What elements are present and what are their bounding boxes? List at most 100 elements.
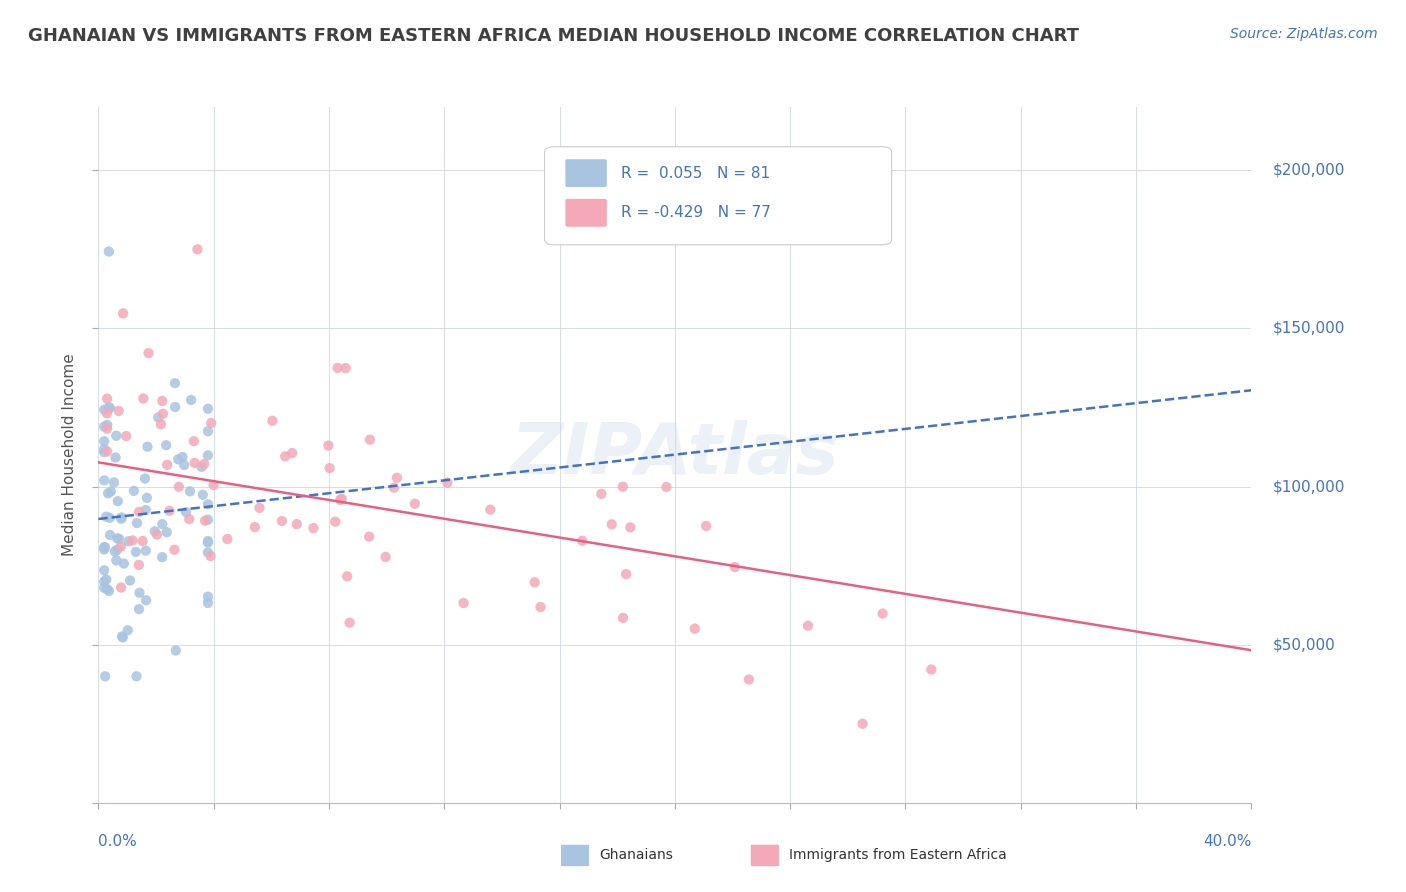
Point <box>738 673 761 687</box>
Point <box>96 406 118 420</box>
Point <box>122 483 145 498</box>
Point <box>243 520 266 534</box>
Point <box>97 486 120 500</box>
Point <box>683 622 706 636</box>
Point <box>193 457 215 471</box>
Point <box>159 504 181 518</box>
Point <box>149 417 172 432</box>
Point <box>148 410 170 425</box>
Point <box>359 530 381 544</box>
Point <box>100 484 122 499</box>
Text: 0.0%: 0.0% <box>98 834 138 849</box>
Point <box>163 542 186 557</box>
Point <box>150 393 173 408</box>
Point <box>179 512 201 526</box>
Point <box>93 402 115 417</box>
Point <box>274 450 297 464</box>
Point <box>217 532 239 546</box>
Point <box>150 550 173 565</box>
Point <box>150 517 173 532</box>
Point <box>118 574 141 588</box>
Point <box>330 491 353 506</box>
Text: Ghanaians: Ghanaians <box>599 848 673 863</box>
Point <box>111 629 134 643</box>
Point <box>156 458 179 472</box>
Point <box>404 497 426 511</box>
Point <box>382 481 405 495</box>
Point <box>323 515 346 529</box>
Point <box>612 611 634 625</box>
Point <box>655 480 678 494</box>
Point <box>197 596 219 610</box>
Point <box>97 244 120 259</box>
Point <box>94 669 117 683</box>
Point <box>872 607 894 621</box>
Point <box>197 545 219 559</box>
Point <box>128 505 150 519</box>
Point <box>281 446 304 460</box>
Point <box>197 448 219 462</box>
Point <box>318 439 340 453</box>
Point <box>163 376 186 391</box>
Point <box>128 585 150 599</box>
Point <box>96 582 118 597</box>
Text: ZIPAtlas: ZIPAtlas <box>510 420 839 490</box>
Text: $100,000: $100,000 <box>1272 479 1344 494</box>
Point <box>302 521 325 535</box>
Point <box>98 401 121 415</box>
Y-axis label: Median Household Income: Median Household Income <box>62 353 77 557</box>
Point <box>173 458 195 472</box>
Point <box>385 471 408 485</box>
Text: R =  0.055   N = 81: R = 0.055 N = 81 <box>620 166 770 181</box>
Point <box>108 532 131 546</box>
Point <box>93 581 115 595</box>
Point <box>93 419 115 434</box>
Point <box>105 429 128 443</box>
Point <box>167 452 190 467</box>
Point <box>174 505 197 519</box>
Point <box>249 500 271 515</box>
Point <box>115 429 138 443</box>
Point <box>155 438 177 452</box>
Point <box>797 618 820 632</box>
Point <box>197 534 219 549</box>
Point <box>134 471 156 485</box>
Point <box>121 533 143 548</box>
Text: GHANAIAN VS IMMIGRANTS FROM EASTERN AFRICA MEDIAN HOUSEHOLD INCOME CORRELATION C: GHANAIAN VS IMMIGRANTS FROM EASTERN AFRI… <box>28 27 1080 45</box>
Point <box>191 488 214 502</box>
Point <box>117 534 139 549</box>
Point <box>326 360 349 375</box>
Point <box>125 516 148 530</box>
Point <box>197 401 219 416</box>
Point <box>172 450 194 464</box>
Point <box>125 545 148 559</box>
Point <box>96 421 118 435</box>
Point <box>93 542 115 557</box>
Point <box>96 573 118 587</box>
Point <box>329 492 352 507</box>
FancyBboxPatch shape <box>565 199 607 227</box>
Point <box>93 563 115 577</box>
Point <box>131 533 153 548</box>
Point <box>479 502 502 516</box>
Text: $200,000: $200,000 <box>1272 163 1344 178</box>
Point <box>318 461 340 475</box>
Point <box>190 459 212 474</box>
Point <box>165 643 187 657</box>
Point <box>167 480 190 494</box>
Point <box>135 503 157 517</box>
Point <box>94 540 117 554</box>
Point <box>143 524 166 539</box>
Point <box>128 558 150 572</box>
Point <box>612 480 634 494</box>
Point <box>135 593 157 607</box>
Text: Immigrants from Eastern Africa: Immigrants from Eastern Africa <box>789 848 1007 863</box>
Point <box>107 404 129 418</box>
Point <box>111 631 134 645</box>
Point <box>453 596 475 610</box>
Point <box>103 475 125 490</box>
Point <box>197 513 219 527</box>
Text: R = -0.429   N = 77: R = -0.429 N = 77 <box>620 205 770 220</box>
Point <box>591 487 613 501</box>
Point <box>110 581 132 595</box>
